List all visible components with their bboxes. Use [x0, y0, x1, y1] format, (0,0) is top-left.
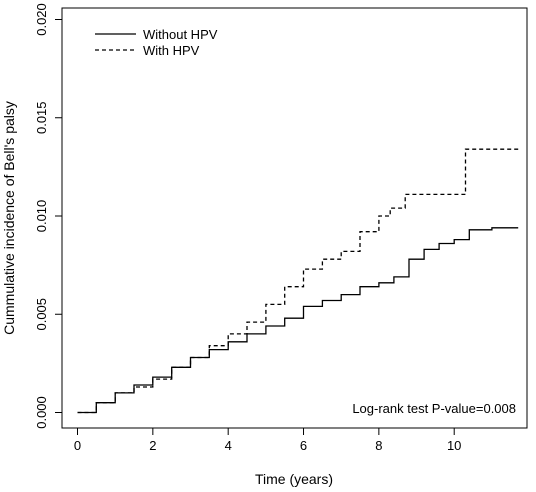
- plot-frame: [61, 7, 528, 429]
- legend-label-with-hpv: With HPV: [143, 43, 200, 58]
- y-tick-label: 0.015: [34, 101, 49, 134]
- x-tick-label: 10: [447, 438, 461, 453]
- series-line-without-hpv: [77, 227, 519, 414]
- y-tick-label: 0.000: [34, 396, 49, 429]
- legend-label-without-hpv: Without HPV: [143, 27, 218, 42]
- x-tick-label: 6: [300, 438, 307, 453]
- y-tick-label: 0.005: [34, 298, 49, 331]
- x-tick-label: 2: [149, 438, 156, 453]
- series-line-with-hpv: [77, 148, 519, 414]
- series-group: [77, 148, 519, 414]
- logrank-annotation: Log-rank test P-value=0.008: [352, 401, 516, 416]
- y-tick-label: 0.020: [34, 3, 49, 36]
- y-axis: 0.000 0.005 0.010 0.015 0.020: [34, 3, 63, 429]
- x-axis-title: Time (years): [255, 471, 333, 487]
- y-tick-label: 0.010: [34, 200, 49, 233]
- x-tick-label: 0: [74, 438, 81, 453]
- x-tick-label: 4: [225, 438, 232, 453]
- x-tick-label: 8: [375, 438, 382, 453]
- y-axis-title: Cummulative incidence of Bell's palsy: [1, 101, 17, 335]
- x-axis: 0 2 4 6 8 10: [74, 427, 461, 453]
- legend: Without HPV With HPV: [95, 27, 218, 58]
